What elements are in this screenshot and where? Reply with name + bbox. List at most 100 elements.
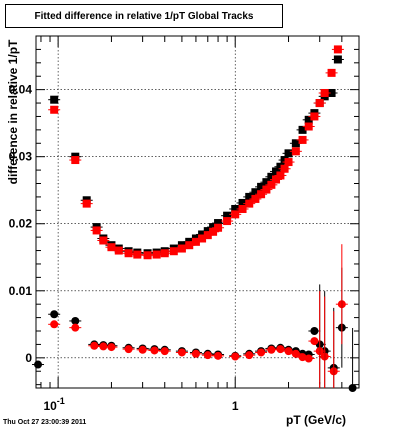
data-point-square <box>291 147 300 156</box>
x-axis-label: pT (GeV/c) <box>286 413 347 427</box>
data-point-square <box>310 112 319 121</box>
data-point-square <box>238 204 247 213</box>
data-point-square <box>133 250 142 259</box>
data-point-circle <box>310 327 319 336</box>
data-point-circle <box>50 320 59 329</box>
data-point-square <box>152 250 161 259</box>
data-markers <box>32 45 359 392</box>
data-point-circle <box>267 345 276 354</box>
data-point-circle <box>257 348 266 357</box>
data-point-circle <box>150 346 159 355</box>
x-tick-label: 10-1 <box>43 396 64 413</box>
data-point-square <box>251 188 260 197</box>
data-point-circle <box>107 343 116 352</box>
data-point-circle <box>245 351 254 360</box>
data-point-square <box>298 125 307 134</box>
grid-lines <box>36 36 359 388</box>
data-point-square <box>50 95 59 104</box>
data-point-square <box>223 211 232 220</box>
data-point-circle <box>160 347 169 356</box>
data-point-square <box>267 180 276 189</box>
data-point-square <box>92 226 101 235</box>
data-point-circle <box>138 345 147 354</box>
data-point-square <box>262 178 271 187</box>
data-point-square <box>198 234 207 243</box>
data-point-square <box>245 199 254 208</box>
data-point-square <box>284 149 293 158</box>
data-point-square <box>304 122 313 131</box>
data-point-circle <box>203 351 212 360</box>
data-point-square <box>82 199 91 208</box>
data-point-square <box>198 230 207 239</box>
data-point-square <box>214 223 223 232</box>
y-tick-label: 0.02 <box>9 217 33 231</box>
data-point-square <box>284 158 293 167</box>
data-point-circle <box>124 345 133 354</box>
data-point-square <box>71 156 80 165</box>
y-tick-label: 0.01 <box>9 284 33 298</box>
data-point-circle <box>231 352 240 361</box>
data-point-circle <box>90 341 99 350</box>
data-point-square <box>280 164 289 173</box>
data-point-square <box>50 105 59 114</box>
y-tick-label: 0 <box>25 351 32 365</box>
data-point-square <box>99 236 108 245</box>
data-point-square <box>169 247 178 256</box>
data-point-square <box>245 192 254 201</box>
y-axis-label: difference in relative 1/pT <box>6 39 20 185</box>
data-point-square <box>262 185 271 194</box>
tick-labels: 0 0.01 0.02 0.03 0.04 10-1 1 <box>9 83 239 413</box>
data-point-square <box>267 172 276 181</box>
data-point-square <box>272 167 281 176</box>
data-point-circle <box>214 351 223 360</box>
data-point-square <box>304 115 313 124</box>
axis-ticks <box>36 36 360 388</box>
data-point-circle <box>71 323 80 332</box>
data-point-square <box>214 219 223 228</box>
data-point-circle <box>177 348 186 357</box>
data-point-square <box>257 182 266 191</box>
data-point-circle <box>298 353 307 362</box>
data-point-square <box>291 139 300 148</box>
data-point-circle <box>276 345 285 354</box>
data-point-circle <box>310 337 319 346</box>
data-point-square <box>114 246 123 255</box>
data-point-square <box>315 99 324 108</box>
x-tick-label: 1 <box>232 399 239 413</box>
data-point-circle <box>34 360 43 369</box>
chart-title: Fitted difference in relative 1/pT Globa… <box>5 4 283 28</box>
data-point-square <box>276 171 285 180</box>
y-tick-label: 0.03 <box>9 150 33 164</box>
data-point-square <box>209 223 218 232</box>
data-point-square <box>231 210 240 219</box>
data-point-square <box>209 227 218 236</box>
data-point-square <box>251 194 260 203</box>
y-tick-label: 0.04 <box>9 83 33 97</box>
data-point-circle <box>291 349 300 358</box>
data-point-square <box>272 175 281 184</box>
data-point-square <box>203 231 212 240</box>
data-point-square <box>276 162 285 171</box>
data-point-square <box>238 198 247 207</box>
plot-frame <box>35 35 360 389</box>
data-point-square <box>185 241 194 250</box>
data-point-circle <box>50 310 59 319</box>
data-point-square <box>320 88 329 97</box>
data-point-square <box>257 190 266 199</box>
data-point-circle <box>191 349 200 358</box>
data-point-circle <box>71 316 80 325</box>
data-point-square <box>107 243 116 252</box>
data-point-square <box>231 204 240 213</box>
data-point-square <box>124 249 133 258</box>
data-point-square <box>333 45 342 54</box>
data-point-square <box>203 227 212 236</box>
data-point-square <box>223 217 232 226</box>
data-point-circle <box>304 354 313 363</box>
timestamp: Thu Oct 27 23:00:39 2011 <box>3 419 87 426</box>
data-point-circle <box>99 342 108 351</box>
data-point-square <box>177 244 186 253</box>
data-point-square <box>333 55 342 64</box>
data-point-circle <box>284 347 293 356</box>
data-point-square <box>327 68 336 77</box>
